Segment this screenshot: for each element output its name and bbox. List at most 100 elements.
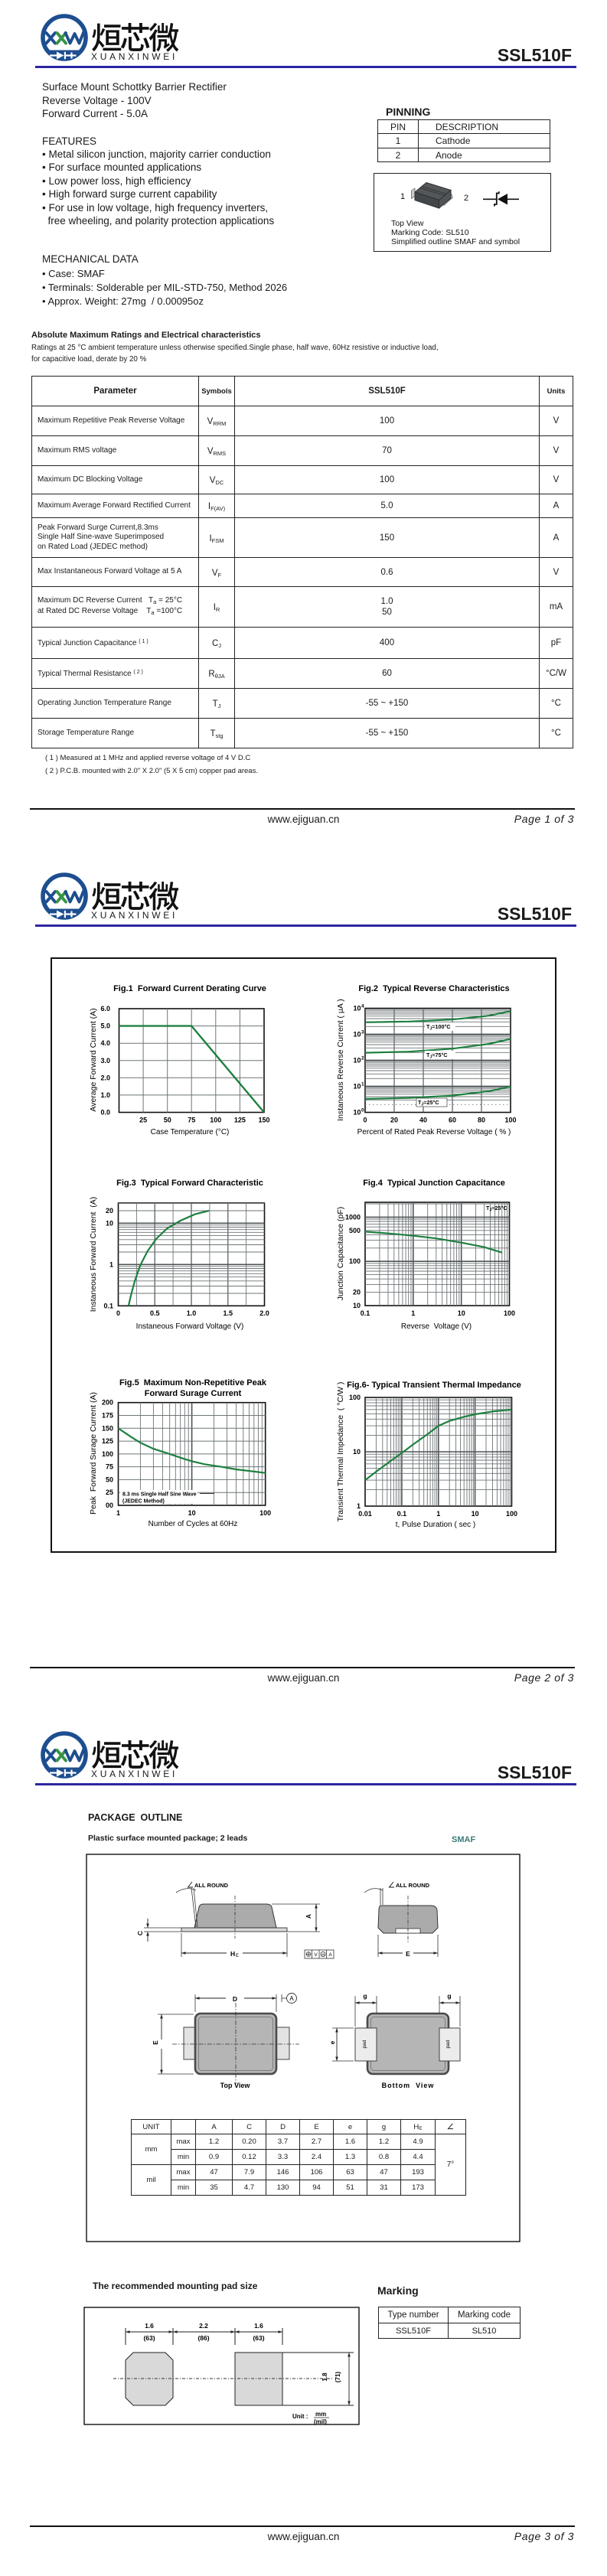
svg-text:20: 20 xyxy=(106,1207,113,1215)
svg-text:1: 1 xyxy=(116,1509,120,1517)
svg-text:1: 1 xyxy=(361,1082,364,1087)
svg-text:mm: mm xyxy=(315,2411,326,2418)
svg-text:ALL ROUND: ALL ROUND xyxy=(396,1882,430,1889)
svg-text:E: E xyxy=(236,1954,239,1958)
svg-text:0: 0 xyxy=(363,1117,367,1124)
svg-text:1: 1 xyxy=(357,1502,361,1510)
svg-text:1: 1 xyxy=(436,1510,440,1518)
svg-text:0.1: 0.1 xyxy=(103,1302,113,1309)
svg-text:100: 100 xyxy=(259,1509,271,1517)
svg-text:6.0: 6.0 xyxy=(100,1005,110,1012)
svg-text:125: 125 xyxy=(102,1437,113,1445)
svg-text:TJ=25°C: TJ=25°C xyxy=(486,1205,507,1213)
svg-text:Simplified outline SMAF and sy: Simplified outline SMAF and symbol xyxy=(391,237,520,246)
svg-text:pad: pad xyxy=(362,2040,367,2048)
svg-text:3.0: 3.0 xyxy=(100,1057,110,1065)
svg-text:Case Temperature (°C): Case Temperature (°C) xyxy=(151,1128,230,1136)
svg-text:75: 75 xyxy=(188,1117,195,1124)
svg-text:Fig.5 Maximum Non-Repetitive: Fig.5 Maximum Non-Repetitive Peak xyxy=(119,1378,267,1387)
svg-text:Marking Code: SL510: Marking Code: SL510 xyxy=(391,228,469,237)
svg-text:0.0: 0.0 xyxy=(100,1109,110,1117)
svg-text:150: 150 xyxy=(102,1424,113,1432)
svg-text:E: E xyxy=(406,1950,410,1958)
svg-text:1.0: 1.0 xyxy=(187,1309,197,1317)
svg-text:ALL ROUND: ALL ROUND xyxy=(194,1882,229,1889)
svg-text:1.5: 1.5 xyxy=(224,1309,233,1317)
svg-text:100: 100 xyxy=(210,1117,221,1124)
svg-text:Fig.6- Typical Transient Therm: Fig.6- Typical Transient Thermal Impedan… xyxy=(347,1381,521,1390)
svg-text:500: 500 xyxy=(349,1227,361,1234)
svg-text:e: e xyxy=(328,2040,336,2044)
svg-text:Instaneous Reverse Current ( μ: Instaneous Reverse Current ( μA ) xyxy=(336,999,345,1121)
svg-text:TJ=100°C: TJ=100°C xyxy=(426,1023,451,1032)
svg-text:(71): (71) xyxy=(335,2372,341,2383)
svg-text:2: 2 xyxy=(361,1056,364,1061)
svg-text:1.6: 1.6 xyxy=(254,2322,263,2330)
svg-text:10: 10 xyxy=(188,1509,196,1517)
svg-text:20: 20 xyxy=(353,1289,361,1296)
svg-text:0.01: 0.01 xyxy=(358,1510,372,1518)
svg-text:1: 1 xyxy=(411,1309,415,1317)
svg-text:Instaneous Forward Voltage (V): Instaneous Forward Voltage (V) xyxy=(136,1322,244,1331)
svg-text:100: 100 xyxy=(506,1510,517,1518)
svg-text:D: D xyxy=(233,1995,237,2003)
svg-text:1: 1 xyxy=(109,1260,113,1268)
svg-text:175: 175 xyxy=(102,1412,113,1420)
svg-text:40: 40 xyxy=(419,1117,427,1124)
svg-text:Number of Cycles at 60Hz: Number of Cycles at 60Hz xyxy=(148,1520,238,1528)
svg-text:C: C xyxy=(136,1931,144,1935)
svg-text:Forward Surage Current: Forward Surage Current xyxy=(145,1389,242,1398)
svg-text:20: 20 xyxy=(390,1117,398,1124)
svg-text:Instaneous Forward Current (A: Instaneous Forward Current (A) xyxy=(89,1197,98,1312)
svg-text:10: 10 xyxy=(353,1448,361,1456)
svg-text:75: 75 xyxy=(106,1463,113,1471)
svg-text:0.1: 0.1 xyxy=(397,1510,407,1518)
svg-text:125: 125 xyxy=(234,1117,246,1124)
svg-text:Top View: Top View xyxy=(391,219,424,228)
svg-text:25: 25 xyxy=(139,1117,147,1124)
svg-text:10: 10 xyxy=(353,1083,361,1091)
svg-text:g: g xyxy=(447,1992,451,2000)
svg-text:1.0: 1.0 xyxy=(100,1091,110,1099)
svg-text:Fig.2 Typical Reverse Charact: Fig.2 Typical Reverse Characteristics xyxy=(358,984,509,993)
svg-text:V: V xyxy=(314,1952,318,1958)
svg-text:1: 1 xyxy=(400,192,405,201)
svg-text:200: 200 xyxy=(102,1399,113,1407)
svg-text:Top View: Top View xyxy=(220,2082,251,2089)
svg-text:(JEDEC Method): (JEDEC Method) xyxy=(122,1499,165,1505)
svg-text:100: 100 xyxy=(349,1394,361,1401)
svg-text:100: 100 xyxy=(102,1450,113,1458)
svg-text:1.6: 1.6 xyxy=(145,2322,154,2330)
svg-text:5.0: 5.0 xyxy=(100,1022,110,1030)
svg-text:2: 2 xyxy=(464,194,468,203)
svg-text:10: 10 xyxy=(353,1031,361,1039)
svg-text:10: 10 xyxy=(353,1109,361,1117)
svg-text:100: 100 xyxy=(349,1257,361,1265)
svg-text:t, Pulse Duration ( sec ): t, Pulse Duration ( sec ) xyxy=(396,1521,475,1529)
svg-text:H: H xyxy=(230,1950,235,1958)
svg-text:Fig.4 Typical Junction Capaci: Fig.4 Typical Junction Capacitance xyxy=(363,1179,505,1188)
svg-text:Junction Capacitance (pF): Junction Capacitance (pF) xyxy=(336,1207,345,1301)
svg-text:Reverse Voltage (V): Reverse Voltage (V) xyxy=(401,1322,472,1331)
svg-text:(86): (86) xyxy=(197,2334,209,2342)
svg-text:8.3 ms Single Half Sine Wave: 8.3 ms Single Half Sine Wave xyxy=(122,1492,197,1498)
svg-text:TJ=75°C: TJ=75°C xyxy=(426,1052,448,1060)
svg-text:100: 100 xyxy=(504,1117,516,1124)
svg-text:25: 25 xyxy=(106,1489,113,1496)
svg-text:A: A xyxy=(289,1995,294,2002)
svg-text:Fig.3 Typical Forward Charact: Fig.3 Typical Forward Characteristic xyxy=(116,1179,263,1188)
svg-text:50: 50 xyxy=(106,1475,113,1483)
svg-text:10: 10 xyxy=(458,1309,465,1317)
svg-text:M: M xyxy=(321,1953,325,1957)
svg-text:60: 60 xyxy=(449,1117,456,1124)
svg-text:50: 50 xyxy=(164,1117,171,1124)
svg-text:0.1: 0.1 xyxy=(361,1309,370,1317)
svg-text:150: 150 xyxy=(258,1117,269,1124)
svg-text:Peak Forward Surage Current (: Peak Forward Surage Current (A) xyxy=(89,1392,98,1515)
svg-text:E: E xyxy=(152,2040,159,2045)
svg-text:3: 3 xyxy=(361,1030,364,1035)
svg-text:pad: pad xyxy=(445,2040,451,2048)
svg-text:(mil): (mil) xyxy=(314,2418,327,2425)
svg-text:2.0: 2.0 xyxy=(259,1309,269,1317)
svg-text:80: 80 xyxy=(478,1117,485,1124)
